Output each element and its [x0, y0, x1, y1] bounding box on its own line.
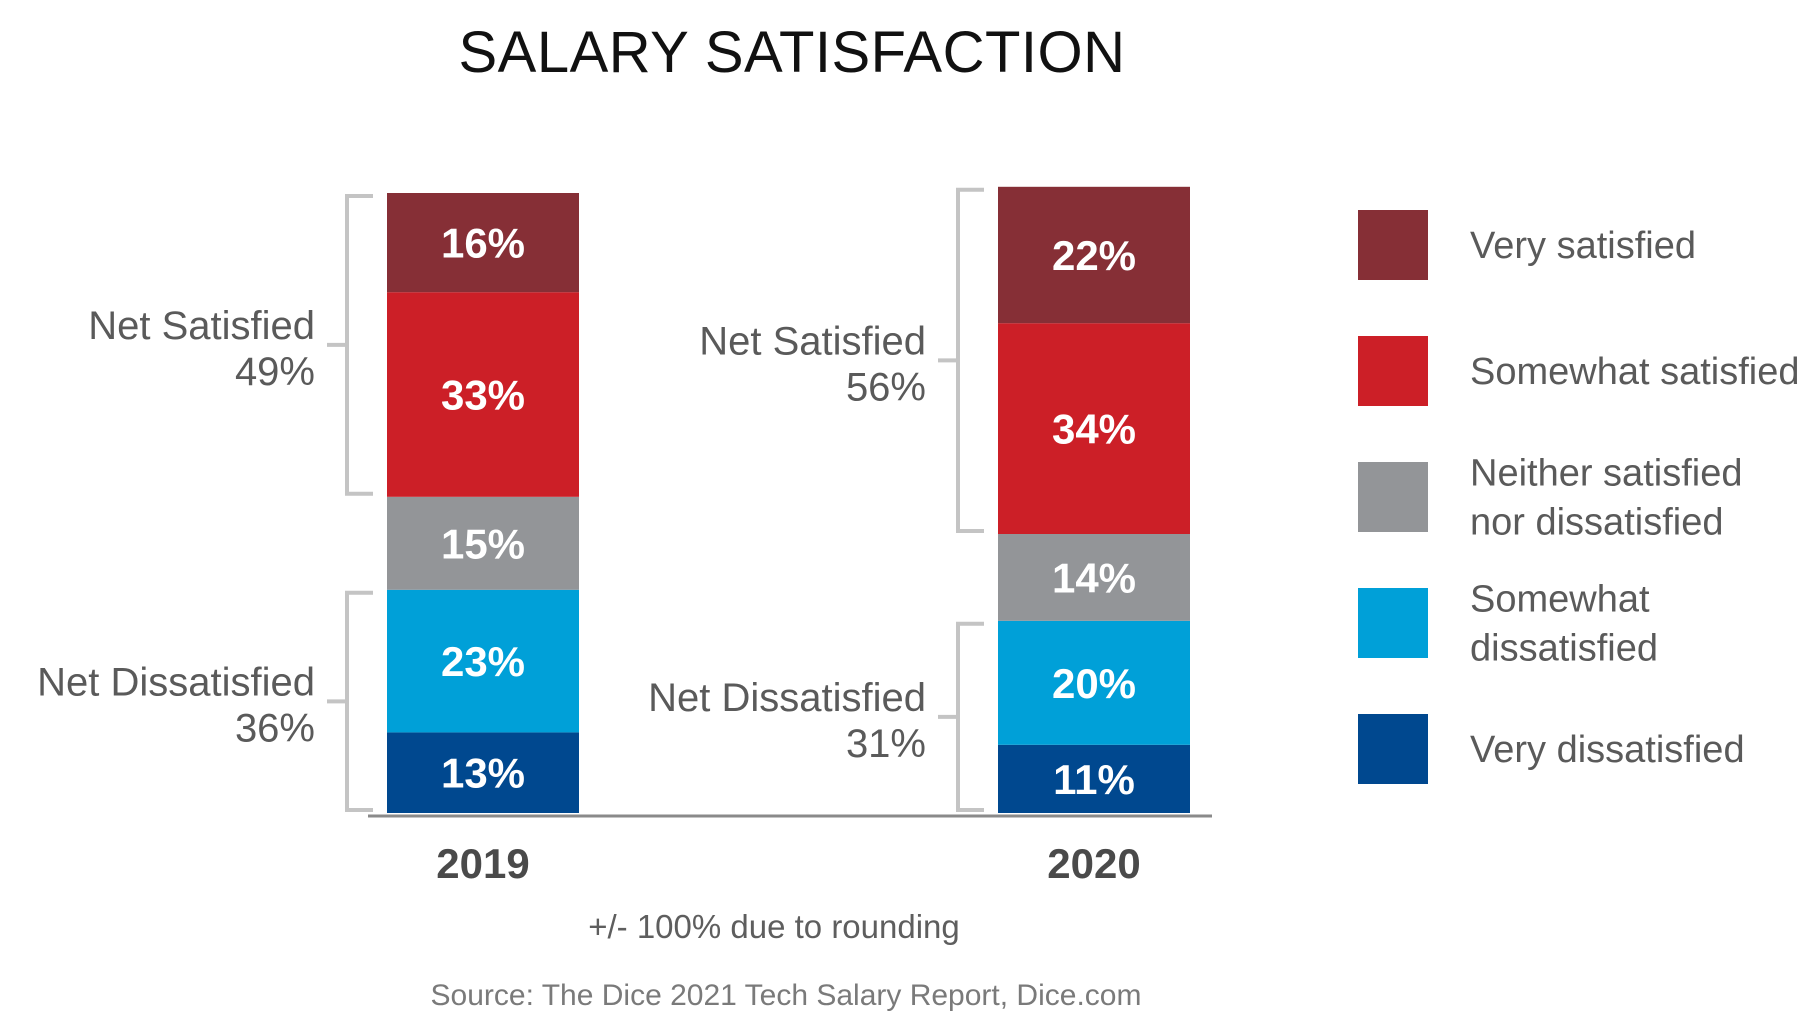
bar-2019-very-satisfied [387, 193, 579, 293]
legend-swatch-very-dissatisfied [1358, 714, 1428, 784]
bar-label-2020-neither-satisfied-nor-dissatisfied: 14% [1052, 554, 1136, 601]
chart-title: SALARY SATISFACTION [458, 20, 1125, 85]
legend-swatch-somewhat-satisfied [1358, 336, 1428, 406]
legend-label-somewhat-satisfied: Somewhat satisfied [1470, 351, 1800, 393]
group-name-2020-net-satisfied: Net Satisfied [699, 319, 926, 363]
rounding-note: +/- 100% due to rounding [588, 908, 960, 945]
bar-2019-somewhat-satisfied [387, 292, 579, 497]
group-name-2019-net-satisfied: Net Satisfied [88, 304, 315, 348]
legend-label-neither-satisfied-nor-dissatisfied: Neither satisfied nor dissatisfied [1470, 453, 1742, 544]
group-value-2019-net-dissatisfied: 36% [235, 706, 315, 750]
bars: 13% 23% 15% 33% 16% 11% 20% 14% 34% 22% [387, 186, 1190, 813]
bar-label-2020-somewhat-satisfied: 34% [1052, 406, 1136, 453]
legend-label-very-satisfied: Very satisfied [1470, 225, 1696, 267]
category-label-2020: 2020 [1047, 840, 1140, 887]
bar-label-2020-somewhat-dissatisfied: 20% [1052, 660, 1136, 707]
group-value-2020-net-satisfied: 56% [846, 365, 926, 409]
bar-2019-very-dissatisfied [387, 732, 579, 813]
legend-label-very-dissatisfied: Very dissatisfied [1470, 729, 1745, 771]
group-name-2020-net-dissatisfied: Net Dissatisfied [648, 676, 926, 720]
bar-2020-very-dissatisfied [998, 744, 1190, 813]
bracket-2020-net-dissatisfied [938, 621, 984, 812]
group-value-2020-net-dissatisfied: 31% [846, 722, 926, 766]
bar-label-2019-somewhat-dissatisfied: 23% [441, 638, 525, 685]
bar-2020-somewhat-dissatisfied [998, 620, 1190, 745]
bracket-2019-net-dissatisfied [327, 590, 373, 812]
legend-swatch-very-satisfied [1358, 210, 1428, 280]
category-label-2019: 2019 [436, 840, 529, 887]
bar-label-2019-neither-satisfied-nor-dissatisfied: 15% [441, 520, 525, 567]
category-labels: 2019 2020 [436, 840, 1140, 887]
legend-swatch-somewhat-dissatisfied [1358, 588, 1428, 658]
bar-2019-somewhat-dissatisfied [387, 589, 579, 733]
bracket-2019-net-satisfied [327, 194, 373, 496]
legend: Very satisfied Somewhat satisfied Neither … [1358, 210, 1800, 784]
bar-label-2019-very-satisfied: 16% [441, 220, 525, 267]
bar-2019-neither-satisfied-nor-dissatisfied [387, 496, 579, 590]
legend-swatch-neither-satisfied-nor-dissatisfied [1358, 462, 1428, 532]
bar-2020-neither-satisfied-nor-dissatisfied [998, 534, 1190, 621]
bar-label-2020-very-satisfied: 22% [1052, 232, 1136, 279]
bracket-2020-net-satisfied [938, 187, 984, 533]
bar-2020-very-satisfied [998, 186, 1190, 324]
bar-label-2019-somewhat-satisfied: 33% [441, 372, 525, 419]
bar-2020-somewhat-satisfied [998, 323, 1190, 534]
bar-label-2019-very-dissatisfied: 13% [441, 750, 525, 797]
bar-label-2020-very-dissatisfied: 11% [1053, 756, 1135, 803]
group-name-2019-net-dissatisfied: Net Dissatisfied [37, 660, 315, 704]
group-value-2019-net-satisfied: 49% [235, 350, 315, 394]
source-note: Source: The Dice 2021 Tech Salary Report… [431, 979, 1142, 1012]
legend-label-somewhat-dissatisfied: Somewhat dissatisfied [1470, 579, 1658, 670]
